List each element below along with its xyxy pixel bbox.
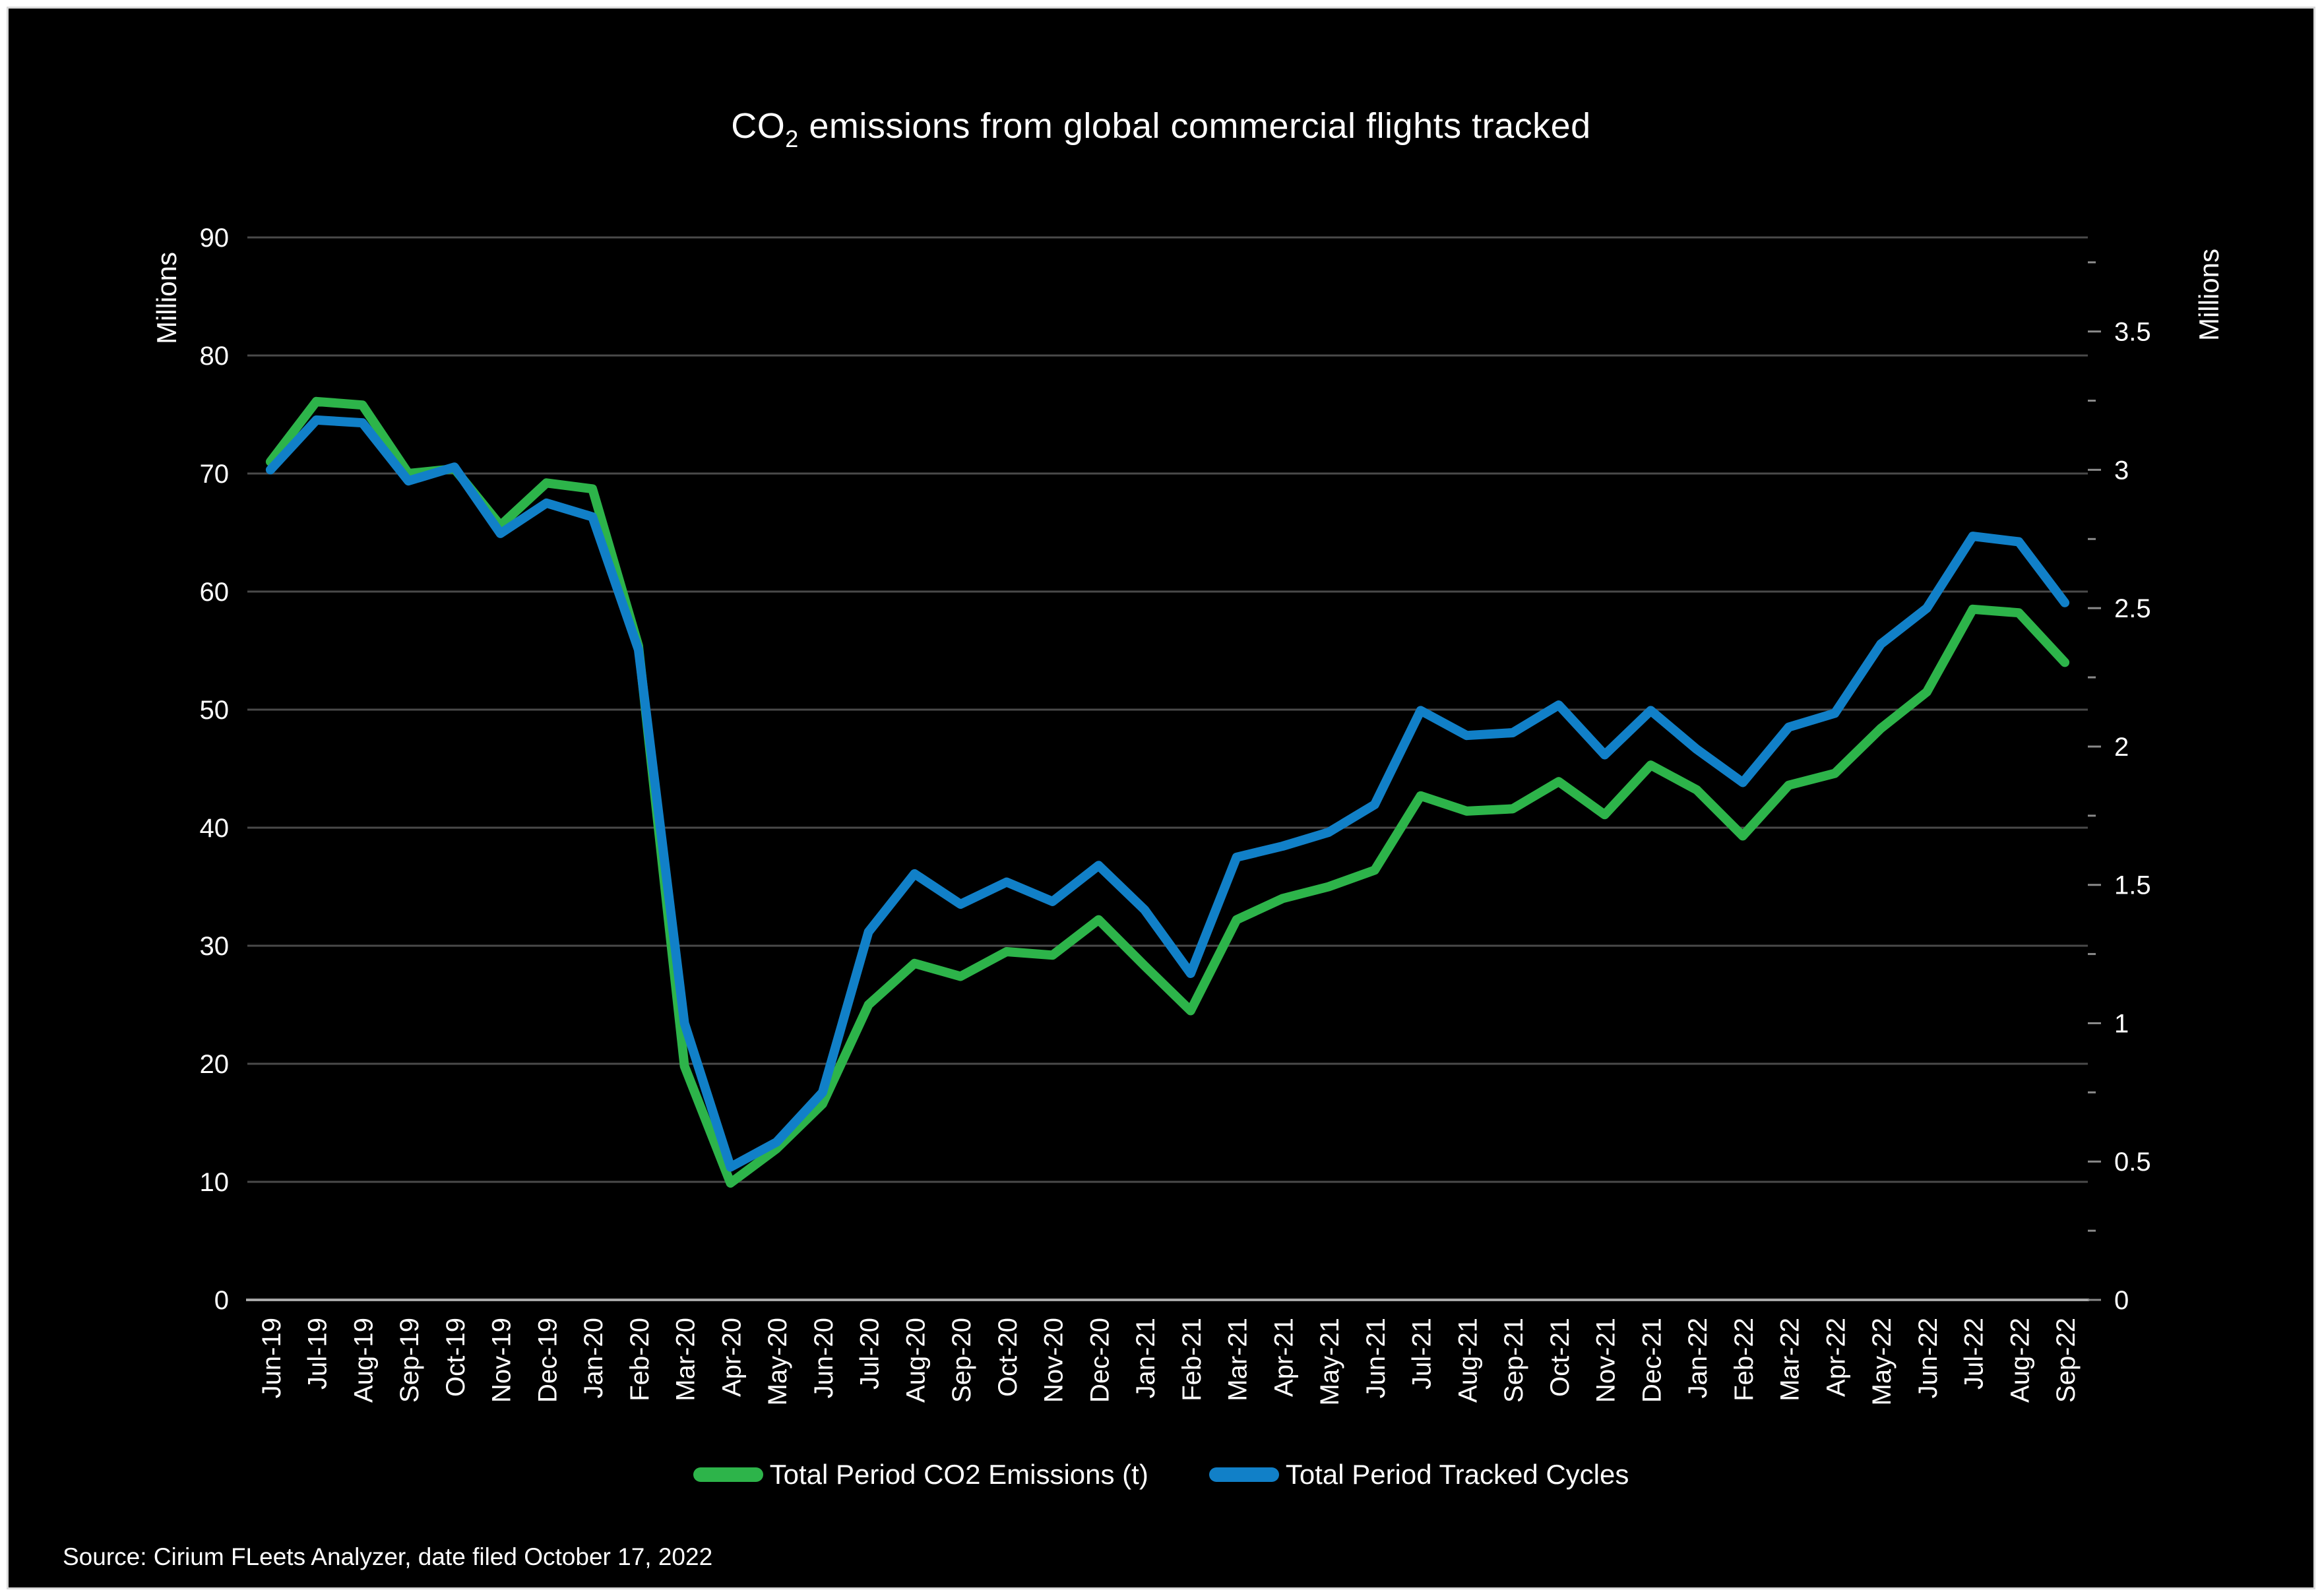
left-axis-tick-label: 30: [200, 932, 230, 961]
gridlines: [247, 236, 2088, 1183]
legend-item-co2-emissions: Total Period CO2 Emissions (t): [693, 1459, 1148, 1490]
co2-emissions-legend-label: Total Period CO2 Emissions (t): [769, 1459, 1148, 1490]
series-total-period-tracked-cycles: [265, 415, 2070, 1172]
left-axis-tick-label: 90: [200, 224, 230, 253]
x-axis-tick-label: Feb-20: [625, 1318, 654, 1401]
chart-title-subscript: 2: [785, 125, 799, 152]
co2-emissions-legend-swatch: [693, 1467, 763, 1482]
left-axis-tick-label: 40: [200, 814, 230, 843]
right-axis-tick-label: 2.5: [2114, 594, 2151, 623]
x-axis-tick-label: Jan-21: [1131, 1318, 1160, 1398]
left-axis-tick-label: 0: [214, 1286, 229, 1315]
source-note: Source: Cirium FLeets Analyzer, date fil…: [63, 1543, 713, 1570]
x-axis-tick-label: Jul-19: [303, 1318, 332, 1390]
x-axis-tick-label: Nov-20: [1040, 1318, 1069, 1403]
series-total-period-co2-emissions-t: [265, 396, 2070, 1188]
left-axis-tick-label: 50: [200, 696, 230, 725]
x-axis-tick-label: Aug-19: [349, 1318, 378, 1403]
x-axis-tick-label: Jun-22: [1914, 1318, 1943, 1398]
total-period-tracked-cycles-line: [265, 415, 2070, 1172]
x-axis-tick-label: Nov-21: [1592, 1318, 1621, 1403]
right-axis-ticks: [2088, 261, 2101, 1301]
left-axis-title: Millions: [151, 251, 182, 345]
total-period-co2-emissions-t-line: [265, 396, 2070, 1188]
x-axis-tick-label: Mar-21: [1224, 1318, 1253, 1401]
right-axis-tick-label: 0: [2114, 1286, 2129, 1315]
x-axis-tick-label: Aug-22: [2005, 1318, 2034, 1403]
x-axis-tick-label: Mar-20: [672, 1318, 701, 1401]
right-axis-tick-label: 3.5: [2114, 318, 2151, 347]
x-axis-tick-label: Aug-21: [1453, 1318, 1482, 1403]
x-axis-tick-label: Sep-21: [1499, 1318, 1528, 1403]
x-axis-tick-label: Jan-22: [1683, 1318, 1712, 1398]
x-axis-tick-label: Sep-20: [947, 1318, 976, 1403]
chart-title-prefix: CO: [731, 106, 786, 146]
x-axis-tick-label: Dec-20: [1085, 1318, 1114, 1403]
x-axis-tick-label: Oct-19: [441, 1318, 470, 1397]
x-axis-tick-label: Mar-22: [1776, 1318, 1805, 1401]
x-axis-tick-label: May-22: [1867, 1318, 1897, 1405]
x-axis-tick-label: Aug-20: [901, 1318, 930, 1403]
chart-title: CO2 emissions from global commercial fli…: [0, 106, 2322, 153]
legend: Total Period CO2 Emissions (t) Total Per…: [0, 1459, 2322, 1490]
x-axis-tick-label: Oct-20: [993, 1318, 1022, 1397]
right-axis-tick-label: 1.5: [2114, 871, 2151, 900]
x-axis-tick-label: Dec-19: [533, 1318, 562, 1403]
chart-title-rest: emissions from global commercial flights…: [798, 106, 1591, 146]
x-axis-tick-label: May-20: [763, 1318, 792, 1405]
x-axis-tick-label: Jan-20: [579, 1318, 608, 1398]
x-axis-tick-label: Dec-21: [1637, 1318, 1666, 1403]
tracked-cycles-legend-label: Total Period Tracked Cycles: [1285, 1459, 1629, 1490]
right-axis-tick-label: 2: [2114, 733, 2129, 762]
x-axis-tick-label: Jun-20: [809, 1318, 838, 1398]
right-axis-tick-label: 3: [2114, 456, 2129, 485]
x-axis-tick-label: Jun-21: [1362, 1318, 1391, 1398]
x-axis-tick-label: Jul-22: [1960, 1318, 1989, 1390]
x-axis-tick-label: Jun-19: [257, 1318, 286, 1398]
x-axis-tick-label: Jul-20: [856, 1318, 885, 1390]
x-axis-tick-label: Sep-19: [395, 1318, 424, 1403]
right-axis-tick-label: 1: [2114, 1009, 2129, 1038]
right-axis-labels: 0 0.5 1 1.5 2 2.5 3 3.5: [2114, 318, 2151, 1315]
left-axis-tick-label: 60: [200, 578, 230, 607]
x-axis-tick-label: May-21: [1315, 1318, 1344, 1405]
x-axis-tick-label: Oct-21: [1546, 1318, 1575, 1397]
x-axis-tick-label: Apr-21: [1269, 1318, 1298, 1397]
left-axis-tick-label: 70: [200, 460, 230, 489]
x-axis-labels: Jun-19 Jul-19 Aug-19 Sep-19 Oct-19 Nov-19 Dec-…: [257, 1318, 2081, 1405]
left-axis-tick-label: 20: [200, 1050, 230, 1079]
x-axis-tick-label: Feb-22: [1730, 1318, 1759, 1401]
left-axis-tick-label: 80: [200, 342, 230, 371]
chart-panel: [7, 7, 2315, 1589]
right-axis-tick-label: 0.5: [2114, 1148, 2151, 1177]
left-axis-tick-label: 10: [200, 1168, 230, 1197]
x-axis-tick-label: Sep-22: [2052, 1318, 2081, 1403]
x-axis-tick-label: Nov-19: [487, 1318, 517, 1403]
tracked-cycles-legend-swatch: [1208, 1467, 1279, 1482]
left-axis-labels: 0 10 20 30 40 50 60 70 80 90: [200, 224, 230, 1315]
x-axis-tick-label: Feb-21: [1177, 1318, 1207, 1401]
x-axis-tick-label: Apr-22: [1821, 1318, 1850, 1397]
x-axis-tick-label: Jul-21: [1408, 1318, 1437, 1390]
x-axis-tick-label: Apr-20: [717, 1318, 746, 1397]
legend-item-tracked-cycles: Total Period Tracked Cycles: [1208, 1459, 1629, 1490]
right-axis-title: Millions: [2193, 248, 2224, 342]
